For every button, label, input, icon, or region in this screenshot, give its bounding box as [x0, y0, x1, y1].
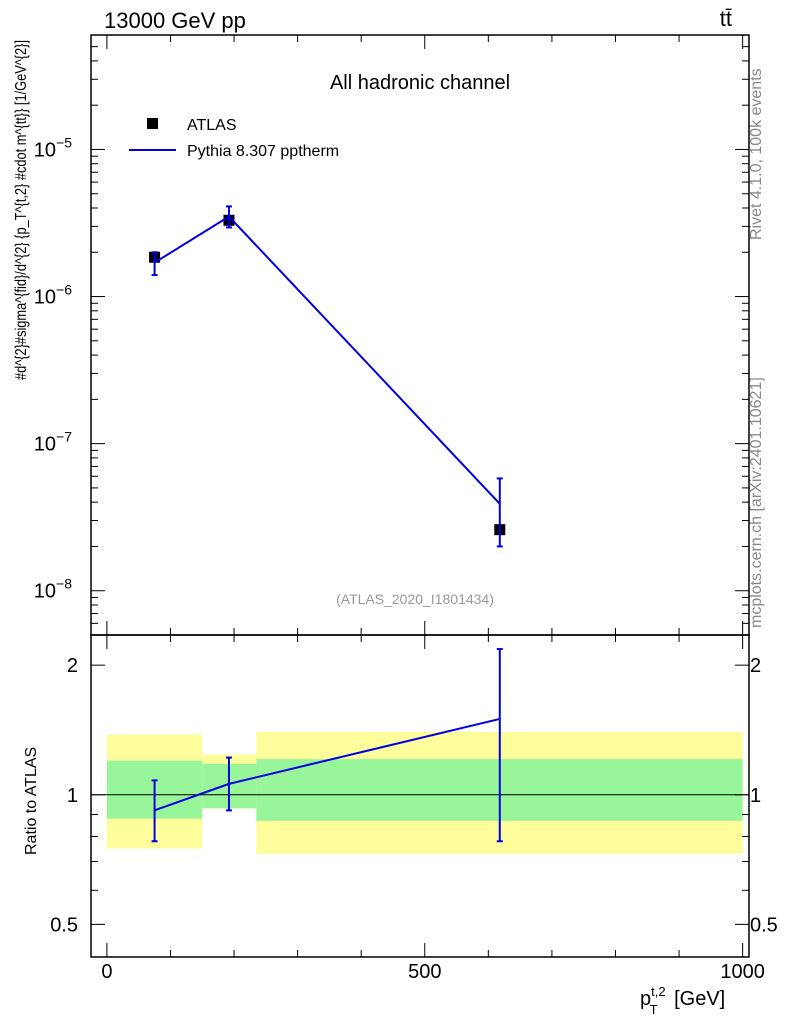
main-y-tick-base: 10	[34, 434, 56, 456]
ratio-frame	[90, 634, 750, 958]
ratio-y-axis-label: Ratio to ATLAS	[23, 747, 40, 855]
mcplots-label: mcplots.cern.ch [arXiv:2401.10621]	[748, 377, 765, 628]
main-y-tick-base: 10	[34, 581, 56, 603]
x-axis-label-p: p	[640, 988, 651, 1010]
main-y-tick-label: 10−6	[34, 282, 72, 309]
ratio-series	[151, 648, 503, 843]
main-y-tick-base: 10	[34, 287, 56, 309]
main-y-tick-label: 10−5	[34, 134, 72, 161]
main-y-tick-exp: −6	[56, 282, 72, 298]
legend-pythia-label: Pythia 8.307 pptherm	[187, 143, 339, 160]
ratio-axis-ticks: 0 500 1000 0.5 0.5 1 1 2 2	[50, 635, 778, 983]
x-axis-label-unit: [GeV]	[669, 988, 726, 1010]
x-axis-label-sup: t,2	[651, 984, 665, 999]
ratio-y-tick-label-right: 0.5	[750, 914, 778, 936]
ratio-y-tick-label-right: 2	[750, 655, 761, 677]
main-series	[149, 205, 506, 548]
main-y-tick-exp: −5	[56, 134, 72, 150]
plot-frames	[90, 34, 750, 958]
chart-title: All hadronic channel	[330, 72, 510, 94]
legend: ATLAS Pythia 8.307 pptherm	[129, 117, 339, 160]
ratio-x-tick-label: 500	[408, 961, 441, 983]
main-y-tick-label: 10−8	[34, 576, 72, 603]
main-y-tick-exp: −8	[56, 576, 72, 592]
x-axis-label-sub: T	[650, 1002, 658, 1017]
ratio-line	[154, 717, 501, 812]
ratio-y-tick-label: 1	[67, 785, 78, 807]
process-label: tt̄	[719, 6, 732, 31]
ratio-y-tick-label: 2	[67, 655, 78, 677]
analysis-id: (ATLAS_2020_I1801434)	[336, 591, 494, 607]
main-y-axis-label: #d^{2}#sigma^{fid}/d^{2} {p_T^{t,2} #cdo…	[13, 40, 30, 380]
main-y-tick-base: 10	[34, 139, 56, 161]
main-y-tick-label: 10−7	[34, 429, 72, 456]
rivet-version-label: Rivet 4.1.0, 100k events	[748, 68, 765, 240]
main-y-tick-exp: −7	[56, 429, 72, 445]
ratio-y-tick-label-right: 1	[750, 785, 761, 807]
pythia-line	[154, 215, 501, 505]
legend-atlas-label: ATLAS	[187, 117, 237, 134]
energy-label: 13000 GeV pp	[104, 8, 246, 33]
x-axis-label: pt,2 T [GeV]	[640, 984, 725, 1017]
ratio-y-tick-label: 0.5	[50, 914, 78, 936]
main-axis-ticks: 10−810−710−610−5	[34, 35, 749, 636]
ratio-x-tick-label: 0	[101, 961, 112, 983]
ratio-x-tick-label: 1000	[720, 961, 765, 983]
legend-atlas-marker	[147, 118, 158, 129]
